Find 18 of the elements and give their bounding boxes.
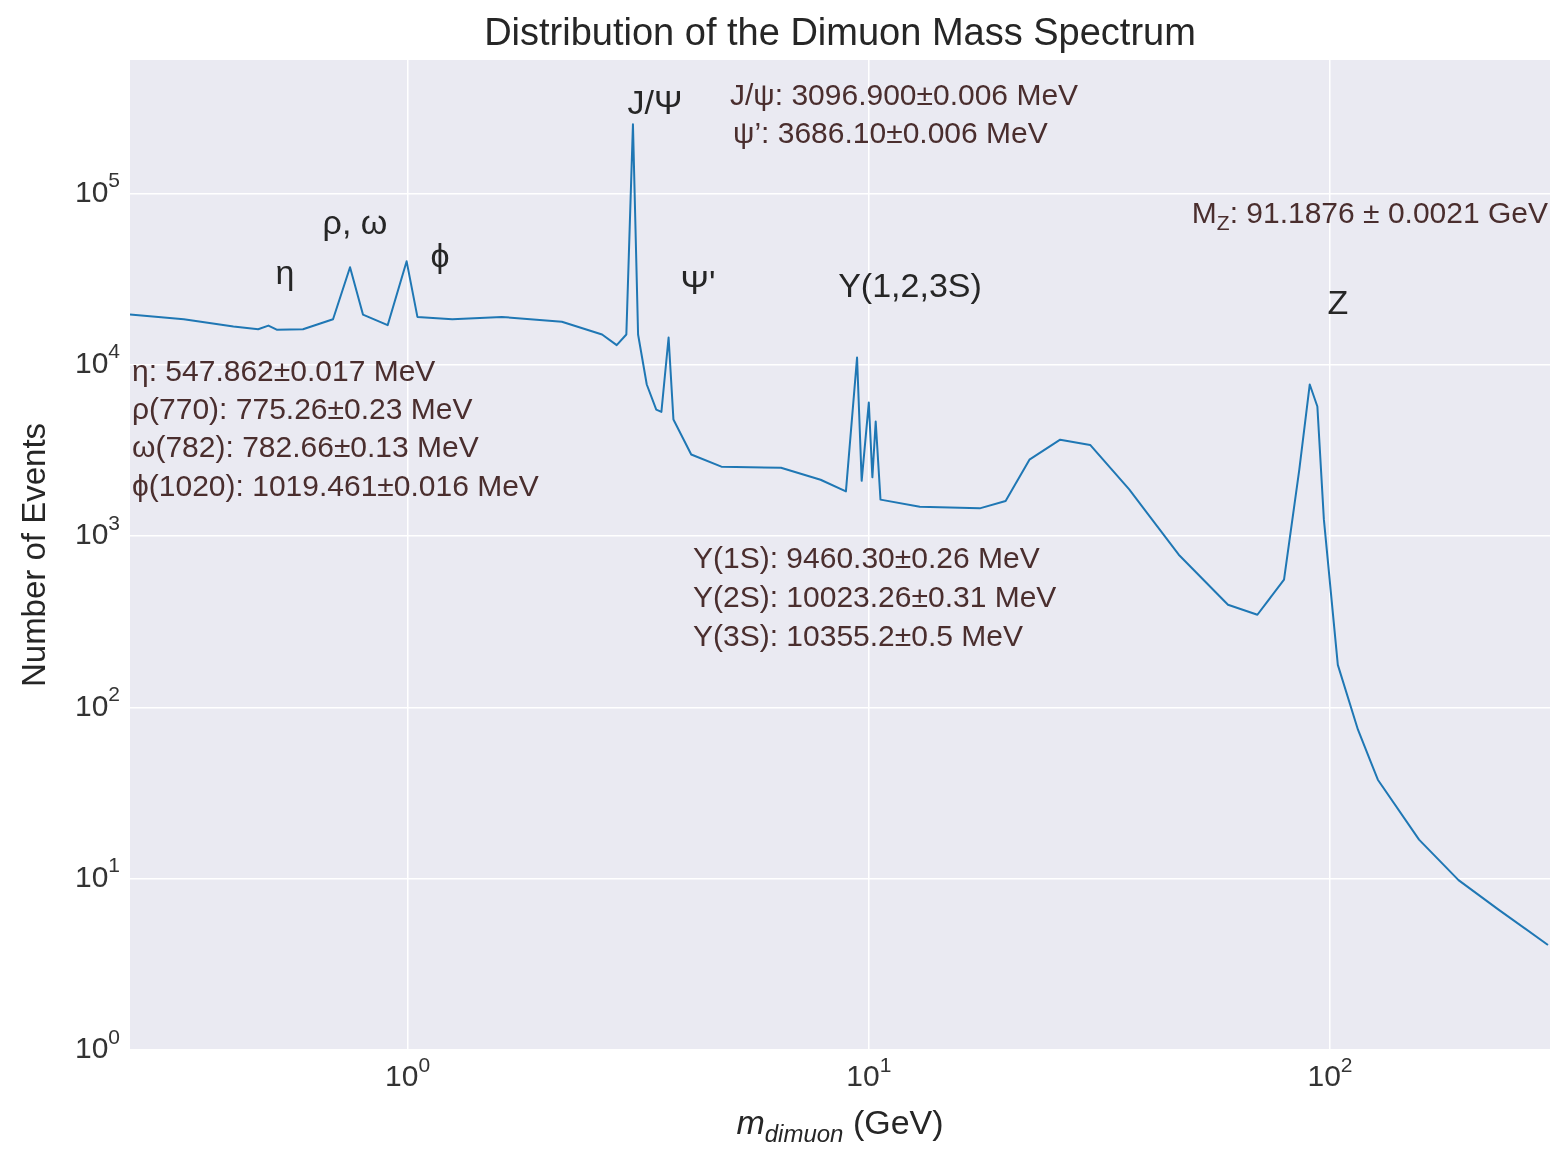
annotation: ρ(770): 775.26±0.23 MeV <box>132 392 473 426</box>
annotation: η <box>275 253 295 292</box>
annotation: Z <box>1327 283 1349 322</box>
y-axis-title: Number of Events <box>15 422 53 688</box>
annotation: J/Ψ <box>627 83 683 122</box>
annotation: Υ(2S): 10023.26±0.31 MeV <box>693 580 1057 614</box>
annotation: Υ(1,2,3S) <box>838 266 982 305</box>
annotation: Υ(3S): 10355.2±0.5 MeV <box>693 619 1023 653</box>
annotation: ω(782): 782.66±0.13 MeV <box>132 430 479 464</box>
annotation: ψ’: 3686.10±0.006 MeV <box>733 116 1048 150</box>
annotation: Υ(1S): 9460.30±0.26 MeV <box>693 541 1040 575</box>
annotation: J/ψ: 3096.900±0.006 MeV <box>730 78 1079 112</box>
chart-title: Distribution of the Dimuon Mass Spectrum <box>484 11 1196 54</box>
annotation: ϕ <box>430 236 450 275</box>
annotation: Ψ' <box>680 263 716 302</box>
annotation: ρ, ω <box>322 203 388 242</box>
annotation: ϕ(1020): 1019.461±0.016 MeV <box>132 469 539 503</box>
annotation: η: 547.862±0.017 MeV <box>132 354 436 388</box>
